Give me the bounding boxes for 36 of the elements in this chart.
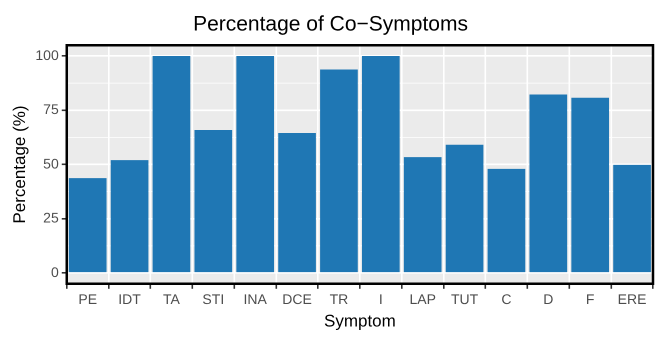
y-tick-label: 25 [43,210,59,226]
bar [68,178,107,272]
bar [488,168,526,272]
x-tick-label: I [378,291,383,308]
bar [110,160,148,272]
x-tick-label: F [586,291,594,308]
x-tick-label: C [501,291,512,308]
x-tick-label: TA [163,291,181,308]
x-tick-label: PE [78,291,98,308]
y-tick-label: 75 [43,101,59,118]
bar [446,144,484,272]
bar [404,157,442,272]
bar [278,133,316,272]
y-axis-title: Percentage (%) [10,105,29,224]
bar [320,69,358,272]
bar [613,164,651,272]
y-tick-label: 0 [50,264,59,280]
bar [529,94,568,272]
y-tick-label: 50 [43,155,59,172]
x-tick-label: IDT [118,291,142,308]
x-tick-label: INA [244,291,268,308]
x-tick-label: LAP [409,291,436,308]
x-tick-label: ERE [618,291,646,308]
bar [571,98,610,272]
x-axis-title: Symptom [324,311,396,330]
bar [236,56,274,272]
x-tick-label: TUT [450,291,479,308]
x-tick-label: TR [330,291,348,308]
bar [194,130,232,272]
x-tick-label: STI [202,291,224,308]
y-tick-label: 100 [35,46,59,63]
chart-title: Percentage of Co−Symptoms [193,12,468,36]
bar [362,56,400,272]
x-tick-label: DCE [282,291,312,308]
x-tick-label: D [543,291,554,308]
bar [152,56,190,272]
